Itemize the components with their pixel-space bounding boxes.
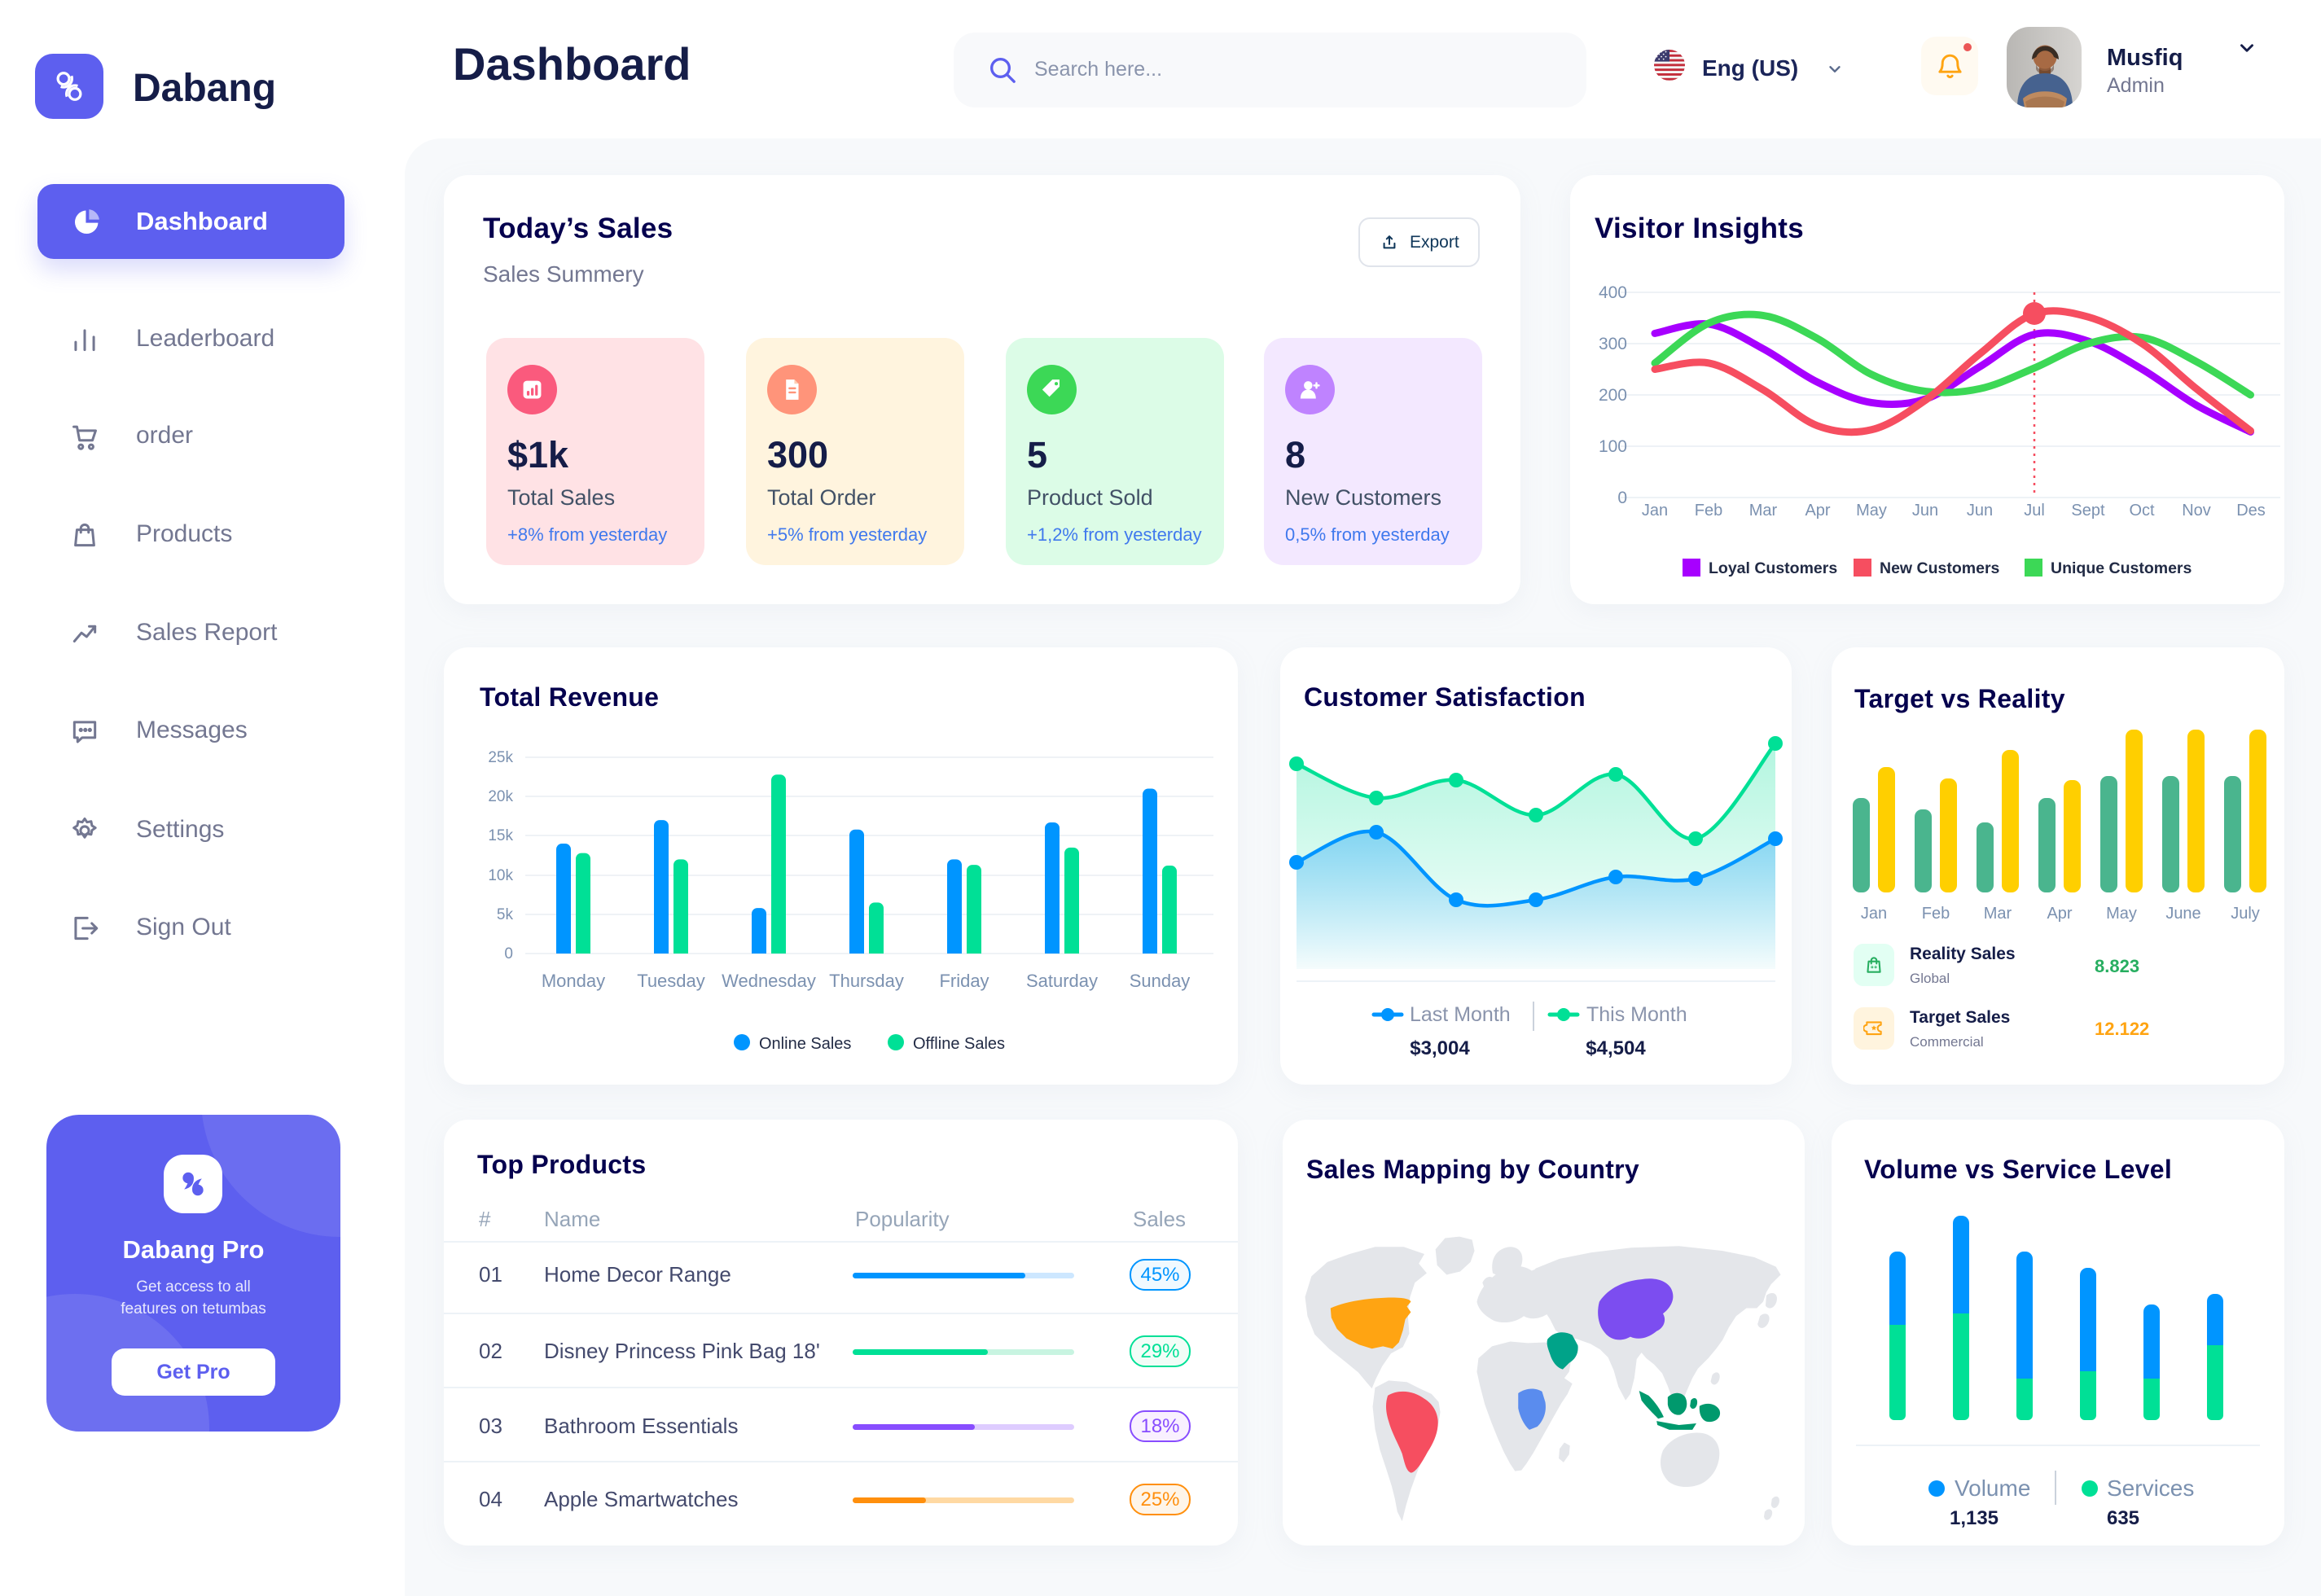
svg-text:May: May [2106, 905, 2137, 923]
svg-text:635: 635 [2107, 1507, 2139, 1529]
svg-text:Jan: Jan [1642, 502, 1668, 520]
svg-text:1,135: 1,135 [1950, 1507, 1999, 1529]
svg-text:Last Month: Last Month [1410, 1003, 1511, 1026]
svg-text:Jun: Jun [1912, 502, 1938, 520]
svg-text:Oct: Oct [2129, 502, 2155, 520]
svg-text:Feb: Feb [1695, 502, 1722, 520]
svg-text:Loyal Customers: Loyal Customers [1709, 559, 1837, 577]
svg-text:0: 0 [1617, 489, 1627, 507]
svg-text:Sunday: Sunday [1130, 971, 1191, 991]
svg-text:Feb: Feb [1922, 905, 1950, 923]
svg-text:0: 0 [504, 945, 513, 962]
svg-text:New Customers: New Customers [1880, 559, 2000, 577]
svg-text:15k: 15k [488, 827, 513, 844]
svg-text:200: 200 [1599, 386, 1627, 405]
svg-text:Jul: Jul [2024, 502, 2045, 520]
svg-text:20k: 20k [488, 788, 513, 805]
svg-text:Des: Des [2236, 502, 2266, 520]
svg-text:25k: 25k [488, 749, 513, 766]
svg-text:300: 300 [1599, 335, 1627, 353]
svg-text:Apr: Apr [1805, 502, 1830, 520]
svg-text:Monday: Monday [542, 971, 605, 991]
svg-text:July: July [2231, 905, 2260, 923]
svg-text:Saturday: Saturday [1026, 971, 1098, 991]
svg-text:100: 100 [1599, 437, 1627, 456]
svg-text:Services: Services [2107, 1475, 2194, 1501]
svg-text:May: May [1856, 502, 1887, 520]
svg-text:Unique Customers: Unique Customers [2051, 559, 2192, 577]
svg-text:Sept: Sept [2071, 502, 2105, 520]
svg-text:Jun: Jun [1967, 502, 1993, 520]
svg-text:$3,004: $3,004 [1410, 1037, 1470, 1059]
svg-text:Tuesday: Tuesday [637, 971, 705, 991]
svg-text:Wednesday: Wednesday [722, 971, 816, 991]
svg-text:Volume: Volume [1955, 1475, 2030, 1501]
svg-text:This Month: This Month [1586, 1003, 1687, 1026]
svg-text:Friday: Friday [939, 971, 989, 991]
svg-text:Apr: Apr [2047, 905, 2072, 923]
svg-text:5k: 5k [497, 906, 514, 923]
svg-text:Offline Sales: Offline Sales [913, 1035, 1005, 1053]
svg-text:Jan: Jan [1861, 905, 1887, 923]
svg-text:400: 400 [1599, 283, 1627, 302]
svg-text:Mar: Mar [1749, 502, 1778, 520]
svg-text:Mar: Mar [1984, 905, 2012, 923]
svg-text:$4,504: $4,504 [1586, 1037, 1646, 1059]
svg-text:June: June [2165, 905, 2200, 923]
svg-text:Online Sales: Online Sales [759, 1035, 851, 1053]
svg-text:Thursday: Thursday [829, 971, 904, 991]
svg-text:Nov: Nov [2182, 502, 2211, 520]
svg-text:10k: 10k [488, 867, 513, 884]
